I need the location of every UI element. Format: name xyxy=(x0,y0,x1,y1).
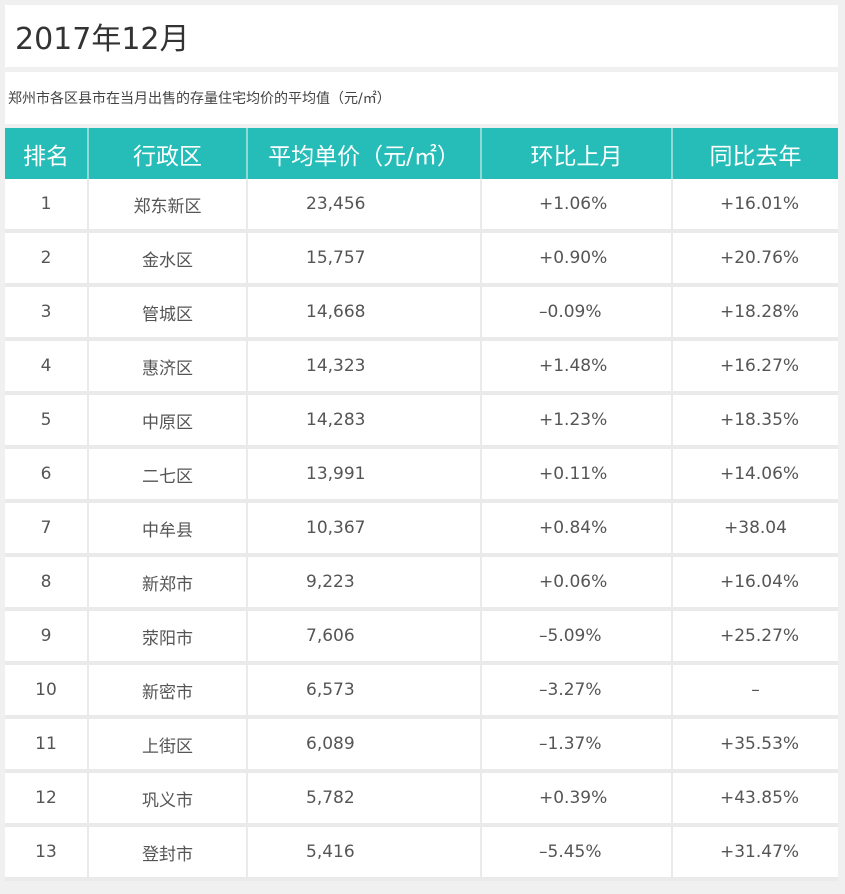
price-cell: 10,367 xyxy=(248,503,482,557)
price-cell: 6,089 xyxy=(248,719,482,773)
mom-change-cell: +0.11% xyxy=(482,449,673,503)
yoy-change-cell: – xyxy=(673,665,838,719)
district-cell: 中牟县 xyxy=(89,503,248,557)
rank-cell: 2 xyxy=(5,233,89,287)
district-cell: 郑东新区 xyxy=(89,179,248,233)
rank-cell: 13 xyxy=(5,827,89,881)
price-cell: 23,456 xyxy=(248,179,482,233)
price-cell: 5,416 xyxy=(248,827,482,881)
district-cell: 新郑市 xyxy=(89,557,248,611)
header-rank: 排名 xyxy=(5,128,89,179)
yoy-change-cell: +31.47% xyxy=(673,827,838,881)
mom-change-cell: +0.06% xyxy=(482,557,673,611)
table-row: 3 管城区 14,668 –0.09% +18.28% xyxy=(5,287,838,341)
table-row: 6 二七区 13,991 +0.11% +14.06% xyxy=(5,449,838,503)
district-cell: 巩义市 xyxy=(89,773,248,827)
district-cell: 二七区 xyxy=(89,449,248,503)
mom-change-cell: –5.45% xyxy=(482,827,673,881)
price-cell: 14,323 xyxy=(248,341,482,395)
yoy-change-cell: +16.01% xyxy=(673,179,838,233)
district-cell: 管城区 xyxy=(89,287,248,341)
yoy-change-cell: +18.35% xyxy=(673,395,838,449)
district-cell: 惠济区 xyxy=(89,341,248,395)
district-cell: 登封市 xyxy=(89,827,248,881)
rank-cell: 6 xyxy=(5,449,89,503)
title-panel: 2017年12月 xyxy=(5,5,838,67)
price-cell: 7,606 xyxy=(248,611,482,665)
yoy-change-cell: +25.27% xyxy=(673,611,838,665)
table-row: 4 惠济区 14,323 +1.48% +16.27% xyxy=(5,341,838,395)
rank-cell: 11 xyxy=(5,719,89,773)
price-table: 排名 行政区 平均单价（元/㎡） 环比上月 同比去年 1 郑东新区 23,456 +1… xyxy=(5,128,838,881)
yoy-change-cell: +14.06% xyxy=(673,449,838,503)
rank-cell: 12 xyxy=(5,773,89,827)
table-row: 5 中原区 14,283 +1.23% +18.35% xyxy=(5,395,838,449)
table-row: 13 登封市 5,416 –5.45% +31.47% xyxy=(5,827,838,881)
rank-cell: 5 xyxy=(5,395,89,449)
header-year-on-year: 同比去年 xyxy=(673,128,838,179)
district-cell: 中原区 xyxy=(89,395,248,449)
rank-cell: 9 xyxy=(5,611,89,665)
mom-change-cell: +1.06% xyxy=(482,179,673,233)
table-row: 10 新密市 6,573 –3.27% – xyxy=(5,665,838,719)
price-cell: 15,757 xyxy=(248,233,482,287)
yoy-change-cell: +35.53% xyxy=(673,719,838,773)
district-cell: 金水区 xyxy=(89,233,248,287)
table-header-row: 排名 行政区 平均单价（元/㎡） 环比上月 同比去年 xyxy=(5,128,838,179)
table-body: 1 郑东新区 23,456 +1.06% +16.01% 2 金水区 15,757 +0.90%… xyxy=(5,179,838,881)
mom-change-cell: +1.48% xyxy=(482,341,673,395)
subtitle-panel: 郑州市各区县市在当月出售的存量住宅均价的平均值（元/㎡） xyxy=(5,72,838,124)
price-cell: 13,991 xyxy=(248,449,482,503)
yoy-change-cell: +18.28% xyxy=(673,287,838,341)
header-avg-price: 平均单价（元/㎡） xyxy=(248,128,482,179)
mom-change-cell: +1.23% xyxy=(482,395,673,449)
table-caption: 郑州市各区县市在当月出售的存量住宅均价的平均值（元/㎡） xyxy=(8,91,391,107)
mom-change-cell: +0.90% xyxy=(482,233,673,287)
rank-cell: 8 xyxy=(5,557,89,611)
district-cell: 上街区 xyxy=(89,719,248,773)
table-row: 2 金水区 15,757 +0.90% +20.76% xyxy=(5,233,838,287)
mom-change-cell: –0.09% xyxy=(482,287,673,341)
mom-change-cell: +0.84% xyxy=(482,503,673,557)
price-cell: 14,668 xyxy=(248,287,482,341)
yoy-change-cell: +16.04% xyxy=(673,557,838,611)
rank-cell: 3 xyxy=(5,287,89,341)
table-row: 11 上街区 6,089 –1.37% +35.53% xyxy=(5,719,838,773)
table-row: 8 新郑市 9,223 +0.06% +16.04% xyxy=(5,557,838,611)
table-row: 9 荥阳市 7,606 –5.09% +25.27% xyxy=(5,611,838,665)
rank-cell: 1 xyxy=(5,179,89,233)
page-title: 2017年12月 xyxy=(15,22,190,57)
mom-change-cell: –3.27% xyxy=(482,665,673,719)
rank-cell: 7 xyxy=(5,503,89,557)
header-month-on-month: 环比上月 xyxy=(482,128,673,179)
district-cell: 荥阳市 xyxy=(89,611,248,665)
mom-change-cell: –5.09% xyxy=(482,611,673,665)
district-cell: 新密市 xyxy=(89,665,248,719)
mom-change-cell: +0.39% xyxy=(482,773,673,827)
yoy-change-cell: +43.85% xyxy=(673,773,838,827)
price-cell: 9,223 xyxy=(248,557,482,611)
yoy-change-cell: +20.76% xyxy=(673,233,838,287)
header-district: 行政区 xyxy=(89,128,248,179)
yoy-change-cell: +38.04 xyxy=(673,503,838,557)
yoy-change-cell: +16.27% xyxy=(673,341,838,395)
rank-cell: 10 xyxy=(5,665,89,719)
table-row: 1 郑东新区 23,456 +1.06% +16.01% xyxy=(5,179,838,233)
table-row: 12 巩义市 5,782 +0.39% +43.85% xyxy=(5,773,838,827)
price-cell: 14,283 xyxy=(248,395,482,449)
price-cell: 5,782 xyxy=(248,773,482,827)
table-row: 7 中牟县 10,367 +0.84% +38.04 xyxy=(5,503,838,557)
mom-change-cell: –1.37% xyxy=(482,719,673,773)
rank-cell: 4 xyxy=(5,341,89,395)
price-cell: 6,573 xyxy=(248,665,482,719)
